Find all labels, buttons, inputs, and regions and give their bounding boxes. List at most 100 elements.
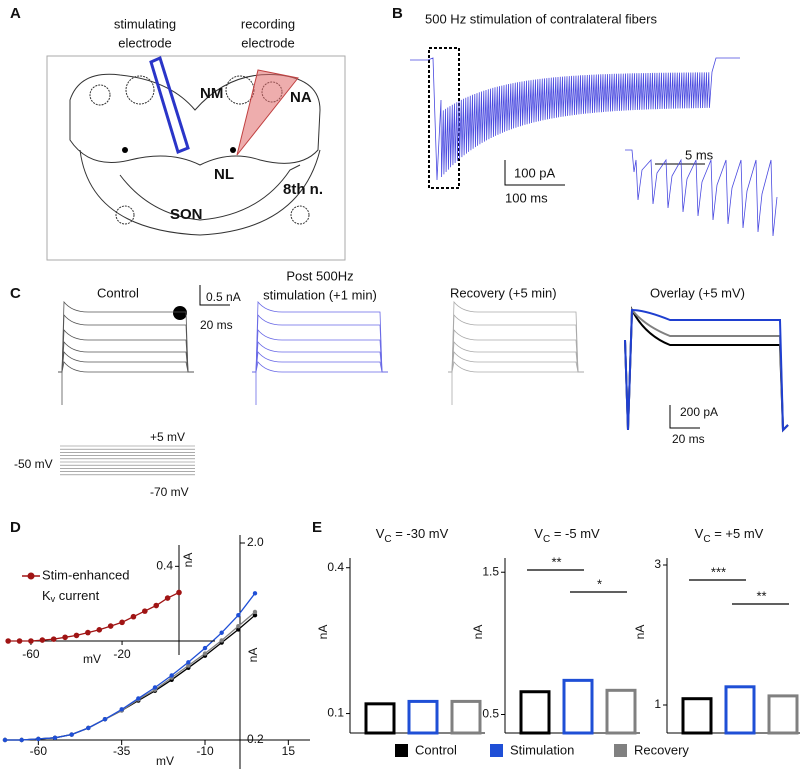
y-tick-label: 1.5 xyxy=(482,564,499,578)
trace xyxy=(448,340,584,373)
nucleus xyxy=(115,205,135,225)
label: stimulating xyxy=(114,16,176,31)
data-point xyxy=(102,717,108,722)
data-point xyxy=(119,619,125,626)
label: NA xyxy=(290,89,312,106)
y-axis-label: nA xyxy=(181,553,195,568)
series-line xyxy=(5,592,256,741)
panel-label: B xyxy=(392,5,403,22)
scale-label: 5 ms xyxy=(685,147,714,162)
trace xyxy=(252,340,388,373)
fiber xyxy=(119,164,301,221)
data-point xyxy=(142,608,148,614)
trace xyxy=(58,328,194,373)
data-point xyxy=(16,638,23,644)
trace xyxy=(410,57,740,181)
data-point xyxy=(236,613,241,618)
significance-label: ** xyxy=(551,554,561,569)
step-label: -50 mV xyxy=(14,457,53,471)
data-point xyxy=(2,737,8,743)
bar xyxy=(605,688,637,735)
data-point xyxy=(85,629,91,636)
trace xyxy=(624,308,789,433)
chart-title: VC = +5 mV xyxy=(695,526,764,544)
data-point xyxy=(107,623,114,629)
trace xyxy=(58,361,194,373)
data-point xyxy=(136,696,141,701)
data-point xyxy=(119,707,124,712)
bar xyxy=(519,690,551,735)
legend-swatch xyxy=(395,744,408,757)
y-tick-label: 3 xyxy=(654,557,661,571)
label: electrode xyxy=(241,35,294,50)
label: electrode xyxy=(118,35,171,50)
series-line xyxy=(8,591,180,642)
bar xyxy=(562,678,594,735)
data-point xyxy=(169,673,174,678)
legend-label-part: current xyxy=(55,588,99,603)
y-axis-label: nA xyxy=(316,625,330,640)
significance-label: * xyxy=(597,576,602,591)
label: SON xyxy=(170,206,203,223)
panel-title: Recovery (+5 min) xyxy=(450,285,557,300)
trace xyxy=(58,300,194,373)
data-point xyxy=(69,732,74,737)
legend-label: Stim-enhanced xyxy=(42,567,129,582)
data-point xyxy=(176,589,182,596)
panel-title: Post 500Hz xyxy=(286,268,353,283)
data-point xyxy=(219,630,224,635)
chart-title-part: = +5 mV xyxy=(711,526,764,541)
series-line xyxy=(5,611,256,741)
cell xyxy=(230,147,236,153)
trace xyxy=(252,313,388,373)
panel-label: D xyxy=(10,519,21,536)
data-point xyxy=(36,736,41,742)
y-axis-label: nA xyxy=(633,625,647,640)
data-point xyxy=(186,663,191,668)
scale-label: 200 pA xyxy=(680,405,718,419)
y-tick-label: 0.4 xyxy=(156,559,173,573)
nucleus xyxy=(225,75,255,105)
data-point xyxy=(62,634,68,641)
legend-swatch xyxy=(490,744,503,757)
y-tick-label: 0.2 xyxy=(247,732,264,746)
data-point xyxy=(236,627,241,632)
chart-title-part: C xyxy=(384,534,391,545)
significance-label: ** xyxy=(756,588,766,603)
x-tick-label: -35 xyxy=(113,744,131,758)
legend-marker xyxy=(27,572,35,580)
scale-bar xyxy=(504,160,565,186)
data-point xyxy=(236,623,241,629)
data-point xyxy=(252,613,258,618)
trace xyxy=(252,350,388,373)
bar xyxy=(364,702,396,735)
chart-title-part: V xyxy=(695,526,704,541)
nucleus xyxy=(125,75,155,105)
panel-frame xyxy=(46,55,346,261)
nucleus xyxy=(89,84,111,106)
y-axis-label: nA xyxy=(246,648,260,663)
bar xyxy=(681,697,713,735)
data-point xyxy=(130,613,137,620)
x-axis-label: mV xyxy=(83,652,101,666)
chart-title-part: V xyxy=(376,526,385,541)
step-label: -70 mV xyxy=(150,485,189,499)
data-point xyxy=(252,609,258,615)
scale-label: 100 pA xyxy=(514,165,556,180)
data-point xyxy=(164,595,171,601)
data-point xyxy=(19,737,24,743)
data-point xyxy=(50,636,57,642)
label: recording xyxy=(241,16,295,31)
trace xyxy=(252,300,388,373)
x-tick-label: 15 xyxy=(282,744,296,758)
chart-title: VC = -5 mV xyxy=(534,526,600,544)
legend-label-part: K xyxy=(42,588,51,603)
y-tick-label: 0.4 xyxy=(327,560,344,574)
trace xyxy=(448,361,584,373)
x-tick-label: -60 xyxy=(30,744,48,758)
stimulating-electrode xyxy=(149,55,190,155)
chart-title-part: C xyxy=(703,534,710,545)
panel-label: C xyxy=(10,285,21,302)
x-tick-label: -10 xyxy=(196,744,214,758)
label: NL xyxy=(214,166,234,183)
